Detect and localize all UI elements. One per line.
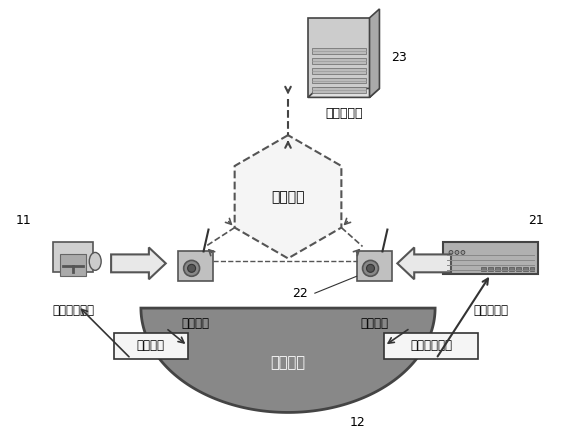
Circle shape (188, 264, 195, 272)
Bar (516, 267, 521, 271)
Bar (308, 18, 369, 98)
Text: 21: 21 (528, 214, 545, 227)
Bar (53, 243, 93, 272)
Bar (443, 243, 538, 274)
Bar (312, 58, 365, 64)
Polygon shape (235, 135, 342, 258)
Text: 常规监测: 常规监测 (137, 339, 165, 352)
Text: 通讯设备: 通讯设备 (361, 317, 389, 331)
Bar (357, 252, 392, 281)
Bar (509, 267, 514, 271)
Bar (312, 48, 365, 54)
Text: 数据录入系统: 数据录入系统 (52, 304, 95, 316)
Polygon shape (111, 248, 166, 279)
Polygon shape (369, 9, 379, 98)
Circle shape (184, 261, 200, 276)
Circle shape (367, 264, 375, 272)
Bar (488, 267, 493, 271)
Text: 水源水体: 水源水体 (270, 355, 306, 370)
Polygon shape (141, 308, 435, 412)
Circle shape (461, 250, 465, 255)
Text: 通讯设备: 通讯设备 (182, 317, 209, 331)
Circle shape (455, 250, 459, 255)
Bar (523, 267, 528, 271)
Bar (481, 267, 486, 271)
Bar (385, 333, 478, 359)
Bar (177, 252, 213, 281)
Bar (502, 267, 507, 271)
Text: 在线监测设备: 在线监测设备 (410, 339, 452, 352)
Polygon shape (308, 89, 379, 98)
Polygon shape (397, 248, 451, 279)
Bar (60, 255, 86, 276)
Ellipse shape (89, 252, 101, 270)
Text: 数据控制器: 数据控制器 (473, 304, 508, 316)
Bar (530, 267, 535, 271)
Circle shape (449, 250, 453, 255)
Bar (312, 68, 365, 74)
Bar (495, 267, 500, 271)
Bar (312, 77, 365, 83)
Text: 22: 22 (292, 287, 308, 300)
Circle shape (362, 261, 379, 276)
Text: 23: 23 (392, 51, 407, 64)
Bar (312, 87, 365, 93)
Text: 终端服务器: 终端服务器 (325, 107, 362, 120)
Text: 12: 12 (350, 416, 365, 429)
Bar (114, 333, 188, 359)
Text: 11: 11 (16, 214, 31, 227)
Text: 通讯网络: 通讯网络 (271, 190, 304, 204)
